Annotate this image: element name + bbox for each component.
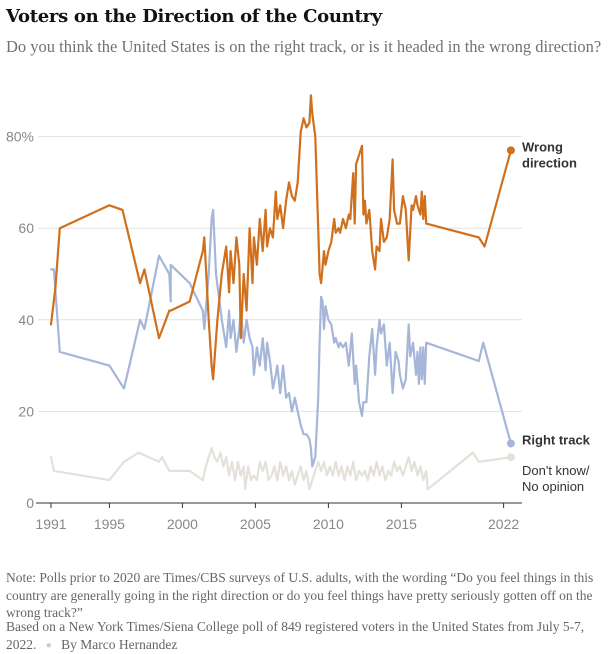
chart-title: Voters on the Direction of the Country — [6, 6, 382, 27]
series-line-right-track — [49, 208, 512, 468]
x-tick-label: 2005 — [240, 516, 271, 532]
series-label: Wrong — [522, 139, 563, 154]
chart-subtitle: Do you think the United States is on the… — [6, 37, 602, 56]
series-end-dot — [506, 439, 515, 448]
x-tick-label: 2000 — [167, 516, 198, 532]
x-tick-label: 2022 — [488, 516, 519, 532]
series-end-dot — [506, 146, 515, 155]
y-axis: 0 20 40 60 80% — [6, 129, 34, 511]
chart-note: Note: Polls prior to 2020 are Times/CBS … — [6, 570, 594, 620]
x-tick-label: 2010 — [313, 516, 344, 532]
separator-dot: ● — [45, 639, 52, 651]
gridlines — [38, 136, 522, 412]
series-end-dot — [506, 453, 515, 462]
source-text: Based on a New York Times/Siena College … — [6, 619, 585, 652]
x-axis: 1991 1995 2000 2005 2010 2015 2022 — [35, 502, 522, 532]
y-tick-label: 40 — [18, 312, 34, 328]
series-label: Right track — [522, 432, 591, 447]
series-label: Don't know/ — [522, 463, 590, 478]
x-tick-label: 2015 — [386, 516, 417, 532]
series-label: No opinion — [522, 479, 584, 494]
y-tick-label: 80% — [6, 129, 34, 145]
y-tick-label: 60 — [18, 220, 34, 236]
byline: By Marco Hernandez — [61, 636, 178, 652]
chart-source: Based on a New York Times/Siena College … — [6, 618, 606, 654]
y-tick-label: 0 — [26, 495, 34, 511]
x-tick-label: 1991 — [35, 516, 66, 532]
x-tick-label: 1995 — [94, 516, 125, 532]
y-tick-label: 20 — [18, 403, 34, 419]
series-line-don-t-know-no-opinion — [49, 446, 512, 491]
series-lines — [49, 94, 515, 491]
series-line-wrong-direction — [49, 94, 512, 381]
series-label: direction — [522, 155, 577, 170]
